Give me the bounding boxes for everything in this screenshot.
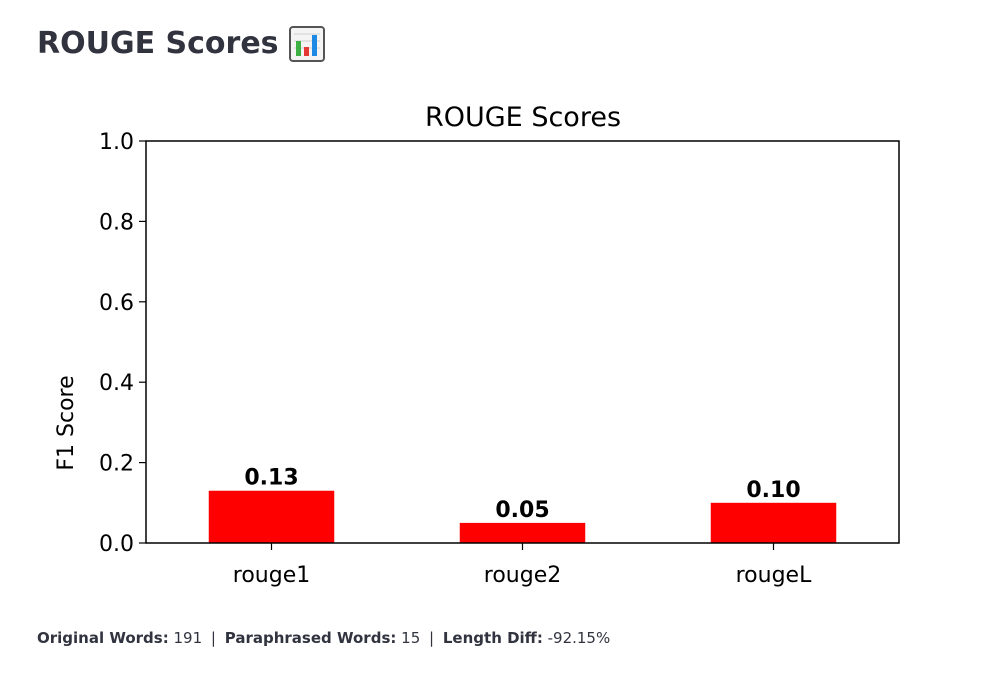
y-tick-label: 0.2 (99, 452, 134, 477)
text-stats: Original Words: 191 | Paraphrased Words:… (37, 627, 610, 649)
data-labels: 0.13 0.05 0.10 (244, 466, 800, 523)
paraphrased-words-value: 15 (401, 629, 421, 647)
y-axis-ticks: 0.0 0.2 0.4 0.6 0.8 1.0 (99, 130, 146, 557)
x-tick-label-rouge2: rouge2 (484, 563, 561, 588)
data-label-rouge1: 0.13 (244, 466, 298, 491)
y-tick-label: 0.8 (99, 210, 134, 235)
plot-frame (145, 140, 900, 544)
y-tick-label: 0.4 (99, 371, 134, 396)
y-tick-label: 0.0 (99, 532, 134, 557)
bar-rouge1 (208, 490, 335, 543)
stats-separator: | (210, 629, 216, 647)
paraphrased-words-label: Paraphrased Words: (224, 629, 397, 647)
rouge-chart: ROUGE Scores F1 Score 0.0 0.2 0.4 0.6 0.8 1.0… (0, 80, 992, 610)
chart-canvas: ROUGE Scores F1 Score 0.0 0.2 0.4 0.6 0.8 1.0… (54, 102, 900, 588)
page-title-text: ROUGE Scores (37, 26, 279, 61)
bars (208, 490, 837, 543)
x-tick-label-rougeL: rougeL (736, 563, 812, 588)
data-label-rougeL: 0.10 (746, 478, 800, 503)
x-tick-label-rouge1: rouge1 (233, 563, 310, 588)
y-tick-label: 0.6 (99, 291, 134, 316)
x-axis-ticks: rouge1 rouge2 rougeL (233, 543, 812, 588)
data-label-rouge2: 0.05 (495, 498, 549, 523)
y-tick-label: 1.0 (99, 130, 134, 155)
chart-title: ROUGE Scores (425, 102, 621, 133)
length-diff-value: -92.15% (547, 629, 611, 647)
stats-separator: | (429, 629, 435, 647)
length-diff-label: Length Diff: (442, 629, 543, 647)
bar-chart-icon (288, 26, 325, 62)
page-title: ROUGE Scores (37, 22, 325, 66)
bar-rouge2 (459, 522, 586, 543)
bar-rougeL (710, 502, 837, 543)
original-words-value: 191 (173, 629, 203, 647)
y-axis-label: F1 Score (54, 375, 79, 470)
original-words-label: Original Words: (37, 629, 169, 647)
